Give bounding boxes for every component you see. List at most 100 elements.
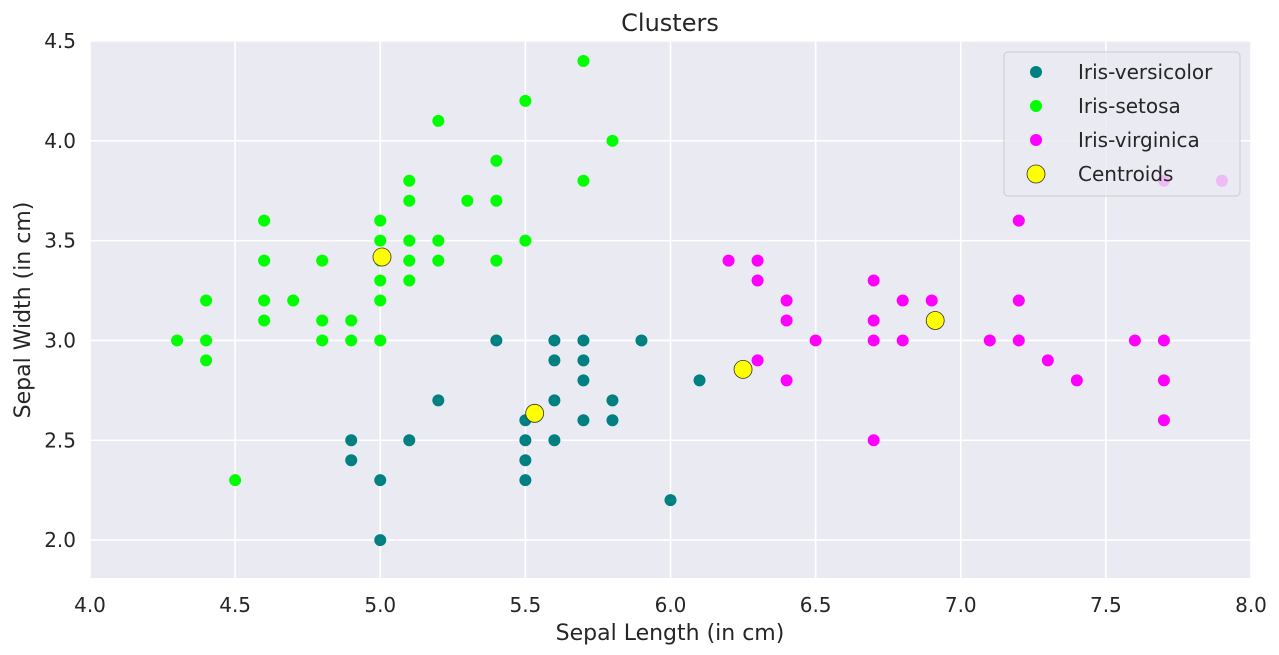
y-tick-label: 3.0 xyxy=(44,328,76,352)
y-tick-label: 4.5 xyxy=(44,29,76,53)
data-point xyxy=(258,214,271,227)
data-point xyxy=(374,294,387,307)
data-point xyxy=(316,254,329,267)
x-tick-label: 7.0 xyxy=(945,593,977,617)
data-point xyxy=(374,534,387,547)
data-point xyxy=(461,194,474,207)
data-point xyxy=(374,474,387,487)
data-point xyxy=(896,334,909,347)
data-point xyxy=(490,194,503,207)
y-tick-label: 2.0 xyxy=(44,528,76,552)
data-point xyxy=(1157,334,1170,347)
centroid-point xyxy=(372,247,392,267)
data-point xyxy=(751,354,764,367)
data-point xyxy=(896,294,909,307)
data-point xyxy=(345,314,358,327)
data-point xyxy=(577,54,590,67)
data-point xyxy=(490,254,503,267)
data-point xyxy=(345,454,358,467)
data-point xyxy=(345,334,358,347)
data-point xyxy=(867,334,880,347)
data-point xyxy=(403,234,416,247)
data-point xyxy=(432,394,445,407)
series-iris-virginica xyxy=(722,174,1228,447)
x-tick-label: 8.0 xyxy=(1235,593,1267,617)
data-point xyxy=(403,274,416,287)
data-point xyxy=(374,214,387,227)
data-point xyxy=(200,294,213,307)
data-point xyxy=(606,134,619,147)
chart-title: Clusters xyxy=(621,9,719,37)
data-point xyxy=(403,434,416,447)
data-point xyxy=(403,254,416,267)
data-point xyxy=(780,374,793,387)
data-point xyxy=(374,234,387,247)
data-point xyxy=(664,494,677,507)
data-point xyxy=(316,334,329,347)
data-point xyxy=(519,94,532,107)
legend: Iris-versicolor Iris-setosa Iris-virginica… xyxy=(1003,51,1241,197)
data-point xyxy=(548,394,561,407)
data-point xyxy=(751,254,764,267)
data-point xyxy=(490,154,503,167)
y-axis-label: Sepal Width (in cm) xyxy=(11,202,36,419)
data-point xyxy=(606,414,619,427)
data-point xyxy=(1012,214,1025,227)
data-point xyxy=(403,194,416,207)
legend-marker xyxy=(1030,134,1042,146)
data-point xyxy=(577,354,590,367)
x-tick-label: 5.0 xyxy=(364,593,396,617)
data-point xyxy=(693,374,706,387)
data-point xyxy=(809,334,822,347)
data-point xyxy=(867,314,880,327)
data-point xyxy=(432,234,445,247)
y-tick-label: 4.0 xyxy=(44,129,76,153)
data-point xyxy=(403,174,416,187)
y-axis-ticks: 2.0 2.5 3.0 3.5 4.0 4.5 xyxy=(44,29,76,552)
data-point xyxy=(519,234,532,247)
data-point xyxy=(258,254,271,267)
data-point xyxy=(229,474,242,487)
data-point xyxy=(1012,334,1025,347)
data-point xyxy=(606,394,619,407)
y-tick-label: 2.5 xyxy=(44,428,76,452)
data-point xyxy=(345,434,358,447)
data-point xyxy=(577,334,590,347)
data-point xyxy=(577,374,590,387)
data-point xyxy=(258,314,271,327)
data-point xyxy=(1012,294,1025,307)
x-axis-label: Sepal Length (in cm) xyxy=(556,621,785,646)
x-tick-label: 7.5 xyxy=(1090,593,1122,617)
data-point xyxy=(374,274,387,287)
data-point xyxy=(1070,374,1083,387)
data-points xyxy=(171,54,1228,547)
data-point xyxy=(200,334,213,347)
legend-box xyxy=(1003,51,1241,197)
data-point xyxy=(548,354,561,367)
x-axis-ticks: 4.0 4.5 5.0 5.5 6.0 6.5 7.0 7.5 8.0 xyxy=(74,593,1267,617)
data-point xyxy=(1041,354,1054,367)
centroid-point xyxy=(925,311,945,330)
x-tick-label: 5.5 xyxy=(509,593,541,617)
data-point xyxy=(751,274,764,287)
data-point xyxy=(316,314,329,327)
data-point xyxy=(577,414,590,427)
data-point xyxy=(780,294,793,307)
data-point xyxy=(780,314,793,327)
centroid-point xyxy=(525,403,545,423)
data-point xyxy=(519,474,532,487)
data-point xyxy=(867,434,880,447)
data-point xyxy=(548,334,561,347)
legend-marker xyxy=(1030,100,1042,112)
legend-label: Centroids xyxy=(1078,162,1173,186)
x-tick-label: 6.5 xyxy=(800,593,832,617)
data-point xyxy=(519,434,532,447)
x-tick-label: 6.0 xyxy=(655,593,687,617)
data-point xyxy=(577,174,590,187)
data-point xyxy=(1157,374,1170,387)
data-point xyxy=(867,274,880,287)
data-point xyxy=(1128,334,1141,347)
legend-label: Iris-versicolor xyxy=(1078,60,1213,84)
x-tick-label: 4.0 xyxy=(74,593,106,617)
